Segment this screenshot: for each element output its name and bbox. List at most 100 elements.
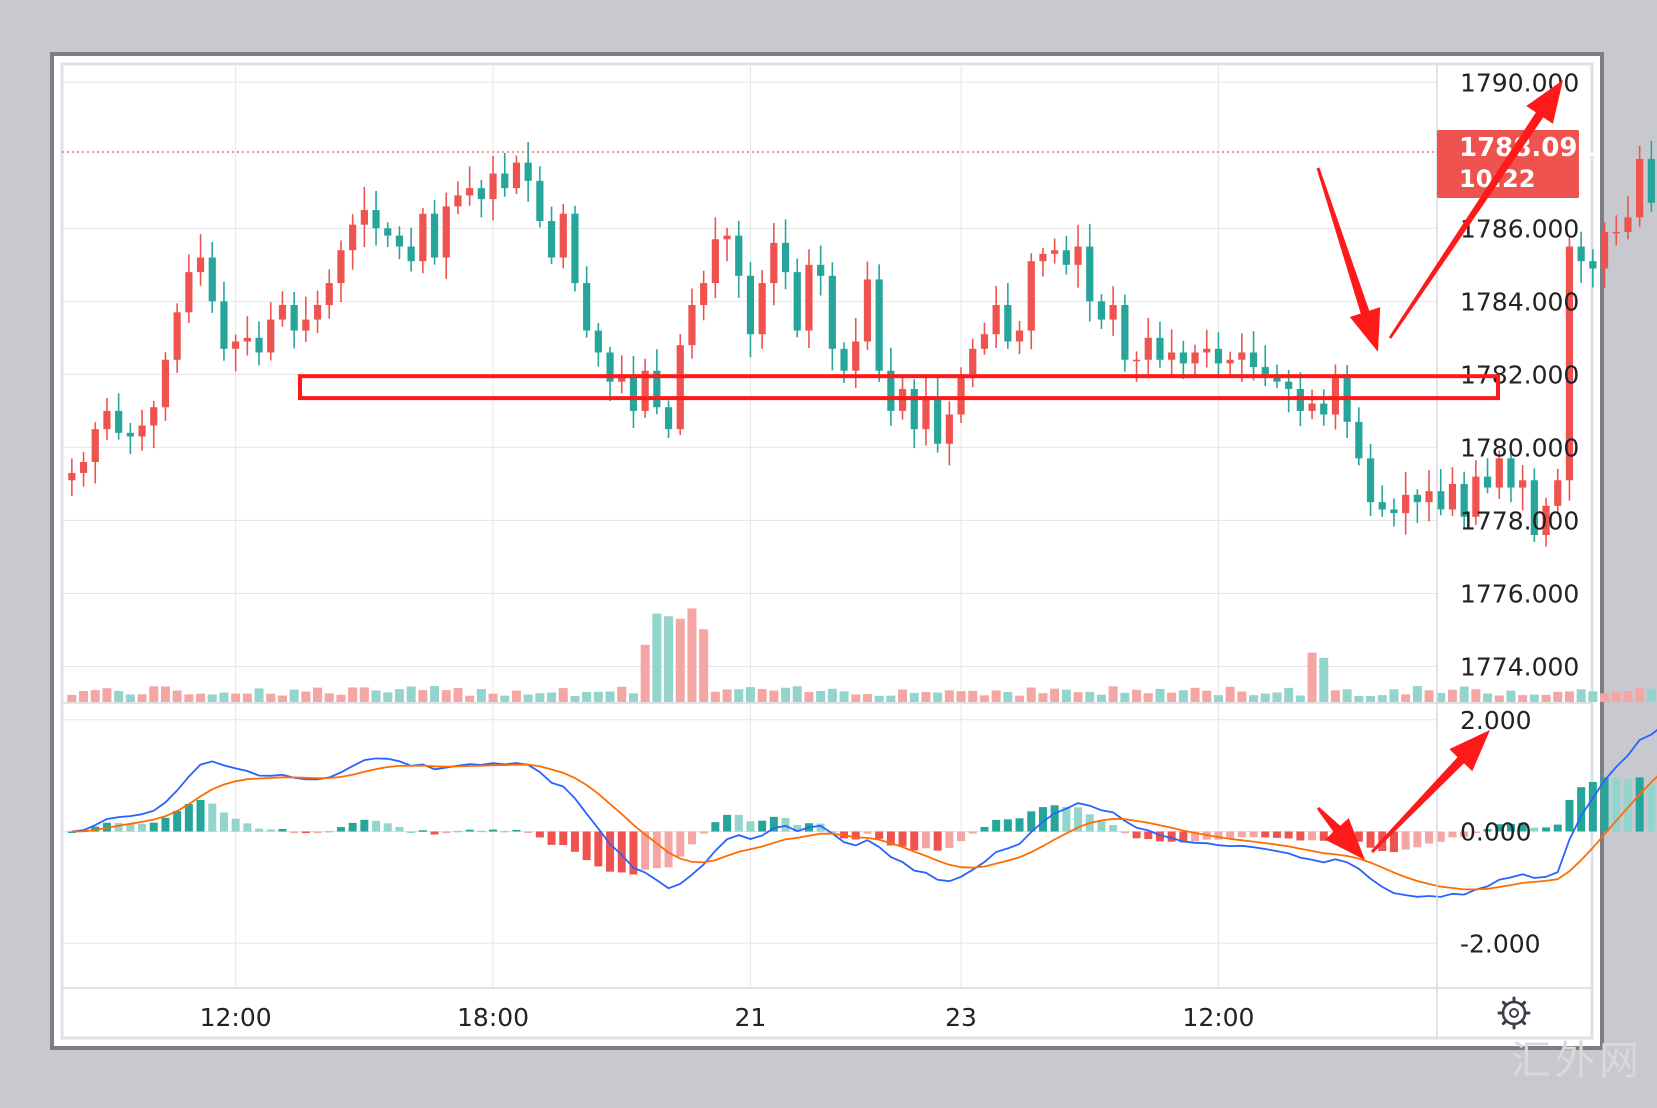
site-watermark: 汇外网	[1511, 1038, 1643, 1084]
macd-histogram-bar	[570, 831, 579, 852]
volume-bar	[313, 687, 323, 702]
candle-body	[945, 414, 953, 444]
macd-histogram-bar	[1272, 831, 1281, 838]
candle-body	[1121, 304, 1129, 360]
volume-bar	[734, 689, 744, 702]
macd-histogram-bar	[1050, 805, 1059, 832]
macd-histogram-bar	[1366, 831, 1375, 848]
macd-histogram-bar	[641, 831, 650, 870]
candle-body	[302, 319, 310, 331]
candle-body	[559, 213, 567, 258]
time-tick-label: 23	[945, 1003, 977, 1032]
candle-body	[68, 472, 76, 481]
volume-bar	[430, 686, 440, 702]
volume-bar	[1213, 695, 1223, 702]
candle-body	[688, 304, 696, 346]
macd-histogram-bar	[957, 831, 966, 842]
volume-bar	[231, 693, 241, 702]
candle-body	[1179, 352, 1187, 364]
volume-bar	[137, 694, 147, 702]
volume-bar	[933, 692, 943, 702]
macd-histogram-bar	[348, 822, 357, 832]
candle-body	[1425, 491, 1433, 503]
price-tick-label: 1776.000	[1460, 579, 1579, 608]
candle-body	[1366, 458, 1375, 503]
candle-body	[887, 370, 895, 411]
macd-histogram-bar	[676, 831, 685, 857]
volume-bar	[1167, 692, 1177, 702]
candle-body	[1483, 476, 1492, 488]
volume-bar	[184, 694, 194, 702]
candle-body	[1132, 359, 1141, 362]
volume-bar	[1354, 695, 1364, 702]
macd-histogram-bar	[910, 831, 919, 851]
volume-bar	[582, 691, 592, 702]
candle-body	[1074, 246, 1082, 265]
macd-histogram-bar	[196, 799, 205, 832]
macd-histogram-bar	[512, 829, 521, 832]
macd-histogram-bar	[524, 831, 533, 834]
candle-body	[220, 301, 228, 349]
macd-histogram-bar	[1261, 831, 1270, 838]
macd-histogram-bar	[582, 831, 591, 861]
volume-bar	[558, 688, 568, 702]
candle-body	[969, 348, 977, 375]
volume-bar	[1026, 687, 1036, 702]
volume-bar	[1377, 695, 1387, 702]
volume-bar	[1330, 690, 1340, 702]
candle-body	[232, 341, 240, 349]
candle-body	[1448, 483, 1457, 510]
volume-bar	[1506, 690, 1516, 702]
volume-bar	[1249, 695, 1259, 702]
candle-body	[173, 312, 181, 360]
macd-histogram-bar	[1296, 831, 1305, 841]
macd-histogram-bar	[606, 831, 615, 872]
macd-histogram-bar	[126, 823, 135, 832]
volume-bar	[1494, 695, 1504, 702]
volume-bar	[277, 695, 287, 702]
volume-bar	[1529, 694, 1539, 702]
candle-body	[1612, 231, 1620, 234]
macd-histogram-bar	[1179, 831, 1188, 843]
volume-bar	[991, 690, 1001, 702]
macd-histogram-bar	[699, 831, 708, 834]
macd-histogram-bar	[980, 826, 989, 832]
macd-tick-label: 2.000	[1460, 706, 1532, 735]
macd-histogram-bar	[138, 823, 147, 832]
candle-body	[758, 283, 766, 335]
candle-body	[115, 410, 123, 433]
macd-histogram-bar	[219, 812, 228, 832]
macd-histogram-bar	[886, 831, 895, 846]
candle-body	[547, 221, 556, 258]
volume-bar	[172, 690, 182, 702]
candle-body	[536, 180, 544, 222]
candle-body	[1027, 261, 1035, 331]
candle-body	[255, 337, 263, 353]
candle-body	[1542, 505, 1550, 536]
candle-body	[723, 235, 731, 240]
macd-histogram-bar	[477, 830, 486, 833]
volume-bar	[1108, 686, 1118, 702]
macd-histogram-bar	[173, 810, 182, 832]
volume-bar	[1096, 694, 1106, 702]
macd-histogram-bar	[1389, 831, 1398, 853]
volume-bar	[500, 695, 510, 702]
volume-bar	[441, 690, 451, 702]
volume-bar	[979, 695, 989, 702]
macd-histogram-bar	[336, 827, 345, 832]
volume-bar	[1120, 692, 1130, 702]
candle-body	[594, 330, 602, 353]
macd-histogram-bar	[968, 831, 977, 834]
volume-bar	[1237, 691, 1247, 702]
gear-icon[interactable]	[1497, 996, 1531, 1030]
macd-histogram-bar	[407, 831, 416, 833]
volume-bar	[757, 688, 767, 702]
volume-bar	[1401, 694, 1411, 702]
volume-bar	[348, 687, 358, 702]
volume-bar	[465, 695, 475, 702]
volume-bar	[535, 693, 545, 702]
volume-bar	[301, 691, 311, 702]
volume-bar	[1518, 695, 1528, 702]
candle-body	[325, 283, 333, 305]
macd-histogram-bar	[1354, 831, 1363, 842]
